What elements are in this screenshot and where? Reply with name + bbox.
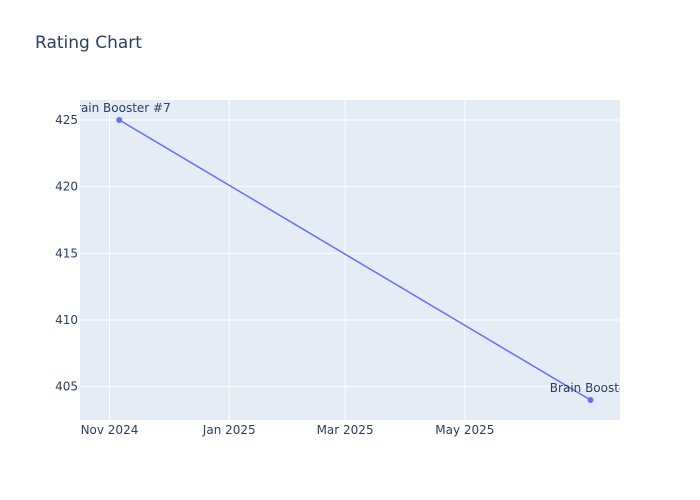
y-tick-label: 415 bbox=[55, 246, 78, 260]
series-line bbox=[118, 119, 591, 401]
chart-title: Rating Chart bbox=[35, 33, 142, 53]
gridlines bbox=[80, 100, 620, 420]
axis-ticks: 405 410 415 420 425 Nov 2024 Jan 2025 Mar 2025 M… bbox=[55, 113, 494, 437]
x-tick-label: Mar 2025 bbox=[317, 423, 374, 437]
data-point-label: Brain Booster #7 bbox=[68, 101, 171, 115]
y-tick-label: 420 bbox=[55, 180, 78, 194]
y-tick-label: 425 bbox=[55, 113, 78, 127]
x-tick-label: Jan 2025 bbox=[202, 423, 256, 437]
series-layer bbox=[118, 119, 591, 401]
marker-layer bbox=[116, 117, 594, 403]
data-point-label: Brain Booster bbox=[550, 381, 632, 395]
data-point[interactable] bbox=[116, 117, 123, 123]
point-label-layer: Brain Booster #7 Brain Booster bbox=[68, 101, 632, 395]
data-point[interactable] bbox=[587, 397, 594, 403]
plot-area bbox=[80, 100, 620, 420]
y-tick-label: 410 bbox=[55, 313, 78, 327]
y-tick-label: 405 bbox=[55, 380, 78, 394]
x-tick-label: May 2025 bbox=[435, 423, 494, 437]
x-tick-label: Nov 2024 bbox=[81, 423, 139, 437]
